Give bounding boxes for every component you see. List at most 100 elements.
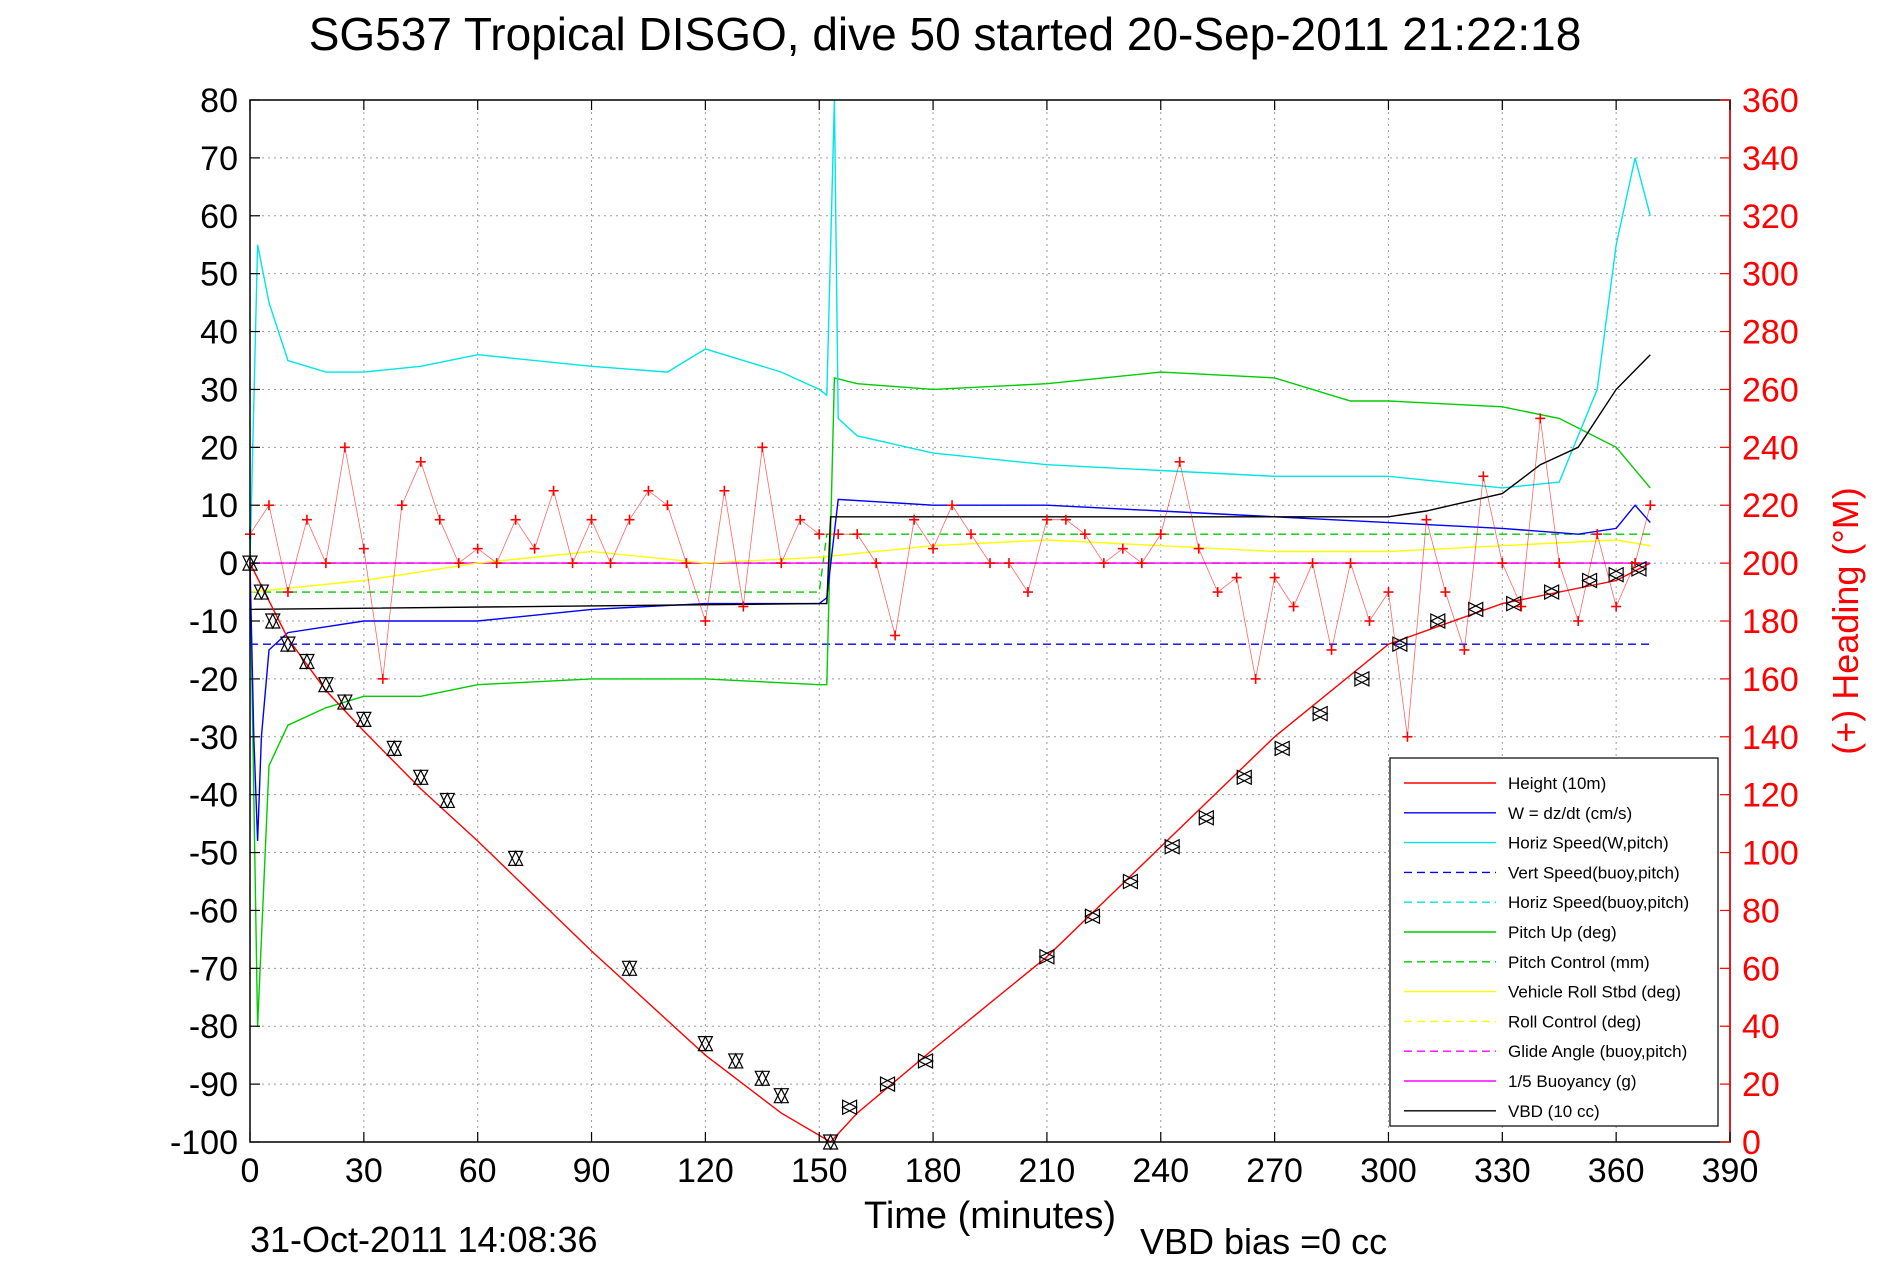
right-y-tick-label: 120: [1742, 777, 1799, 815]
descent-marker: [355, 711, 372, 728]
right-y-tick-label: 40: [1742, 1008, 1780, 1046]
heading-point: [1231, 572, 1242, 583]
legend-label: Glide Angle (buoy,pitch): [1508, 1042, 1687, 1061]
heading-point: [586, 514, 597, 525]
right-y-tick-label: 100: [1742, 835, 1799, 873]
ascent-marker: [1236, 769, 1253, 786]
y-tick-label: -90: [189, 1066, 238, 1104]
heading-point: [1402, 731, 1413, 742]
heading-point: [681, 558, 692, 569]
x-tick-label: 180: [905, 1152, 962, 1190]
heading-point: [852, 529, 863, 540]
legend-entry: Pitch Control (mm): [1404, 953, 1650, 972]
ascent-marker: [1198, 809, 1215, 826]
ascent-marker: [1122, 873, 1139, 890]
heading-point: [282, 587, 293, 598]
legend-entry: Horiz Speed(W,pitch): [1404, 834, 1669, 853]
heading-point: [1611, 601, 1622, 612]
heading-point: [814, 529, 825, 540]
heading-point: [1193, 543, 1204, 554]
heading-point: [1516, 601, 1527, 612]
ascent-marker: [917, 1052, 934, 1069]
descent-marker: [279, 635, 296, 652]
y-tick-label: -50: [189, 835, 238, 873]
heading-point: [1022, 587, 1033, 598]
heading-point: [472, 543, 483, 554]
heading-point: [1212, 587, 1223, 598]
ascent-marker: [1084, 908, 1101, 925]
descent-marker: [412, 768, 429, 785]
heading-point: [1535, 413, 1546, 424]
heading-point: [1174, 456, 1185, 467]
x-tick-label: 0: [241, 1152, 260, 1190]
legend-entries: Height (10m) W = dz/dt (cm/s) Horiz Speed(…: [1404, 774, 1689, 1121]
right-y-tick-label: 260: [1742, 371, 1799, 409]
y-tick-label: 0: [219, 545, 238, 583]
descent-marker: [507, 850, 524, 867]
heading-point: [909, 514, 920, 525]
descent-marker: [264, 613, 281, 630]
y-axis-ticks: 80 70 60 50 40 30 20 10 0 -10 -20 -30 -40 -50 -60 -70 -8…: [170, 82, 260, 1162]
y-tick-label: 70: [200, 140, 238, 178]
legend-entry: VBD (10 cc): [1404, 1102, 1600, 1121]
legend-label: W = dz/dt (cm/s): [1508, 804, 1632, 823]
descent-marker: [264, 612, 281, 629]
descent-marker: [336, 693, 353, 710]
x-tick-label: 390: [1702, 1152, 1759, 1190]
ascent-marker: [1391, 636, 1408, 653]
y-tick-label: -70: [189, 950, 238, 988]
heading-point: [700, 616, 711, 626]
heading-point: [1592, 529, 1603, 540]
descent-marker: [412, 769, 429, 786]
right-y-tick-label: 160: [1742, 661, 1799, 699]
series-line-pitch-control-mm: [250, 533, 1651, 593]
ascent-marker: [1084, 908, 1101, 925]
heading-point: [415, 456, 426, 467]
vbd-bias-label: VBD bias =0 cc: [1140, 1221, 1387, 1262]
legend-box: [1389, 757, 1719, 1127]
legend-entry: Vert Speed(buoy,pitch): [1404, 863, 1680, 882]
heading-point: [738, 601, 749, 612]
heading-point: [871, 558, 882, 569]
x-tick-label: 300: [1360, 1152, 1417, 1190]
legend-label: 1/5 Buoyancy (g): [1508, 1072, 1637, 1091]
descent-marker: [727, 1052, 744, 1069]
heading-point: [1645, 500, 1656, 511]
timestamp-label: 31-Oct-2011 14:08:36: [250, 1219, 598, 1260]
ascent-marker: [1505, 595, 1522, 612]
ascent-marker: [1630, 560, 1647, 577]
ascent-marker: [1197, 809, 1214, 826]
right-y-tick-label: 340: [1742, 140, 1799, 178]
ascent-marker: [1581, 572, 1598, 589]
x-tick-label: 90: [573, 1152, 611, 1190]
heading-point: [434, 514, 445, 525]
right-y-tick-label: 240: [1742, 429, 1799, 467]
heading-point: [1554, 558, 1565, 569]
y-tick-label: 80: [200, 82, 238, 120]
heading-point: [1003, 558, 1014, 569]
ascent-marker: [1467, 601, 1484, 618]
legend-entry: Height (10m): [1404, 774, 1606, 793]
x-tick-label: 240: [1132, 1152, 1189, 1190]
y-tick-label: 50: [200, 256, 238, 294]
heading-point: [567, 558, 578, 569]
descent-marker: [754, 1069, 771, 1086]
y-tick-label: -10: [189, 603, 238, 641]
heading-point: [1098, 558, 1109, 569]
legend-entry: Horiz Speed(buoy,pitch): [1404, 893, 1689, 912]
heading-trace: [249, 418, 1651, 737]
heading-point: [795, 514, 806, 525]
descent-marker: [754, 1070, 771, 1087]
heading-point: [1079, 529, 1090, 540]
descent-marker: [507, 850, 524, 866]
series-line-vehicle-roll-stbd-deg: [249, 539, 1651, 593]
ascent-marker: [1312, 705, 1329, 722]
y-tick-label: 10: [200, 487, 238, 525]
ascent-marker: [1311, 705, 1328, 722]
y-tick-label: -20: [189, 661, 238, 699]
ascent-marker: [1273, 740, 1290, 757]
x-tick-label: 60: [459, 1152, 497, 1190]
heading-point: [377, 673, 388, 684]
right-y-tick-label: 140: [1742, 719, 1799, 757]
